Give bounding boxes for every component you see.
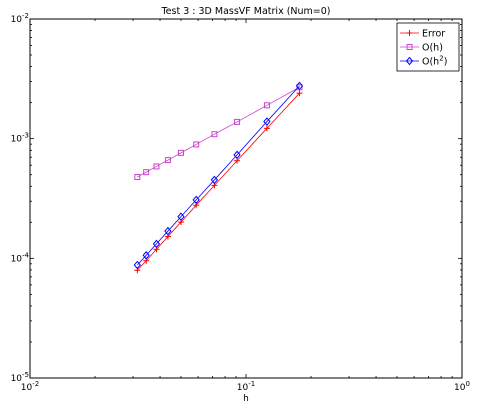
legend-item: O(h2) — [400, 55, 447, 68]
data-point — [133, 260, 141, 270]
data-point — [192, 195, 200, 205]
legend-item: O(h) — [400, 43, 443, 54]
series-line — [137, 86, 300, 178]
legend-label: Error — [422, 29, 445, 40]
data-point — [164, 157, 171, 164]
x-axis-label: h — [243, 394, 249, 404]
data-point — [233, 150, 241, 160]
data-point — [234, 118, 241, 125]
data-point — [177, 212, 185, 221]
chart-title: Test 3 : 3D MassVF Matrix (Num=0) — [160, 6, 330, 17]
y-tick-label: 10-5 — [11, 371, 29, 384]
data-point — [296, 90, 303, 97]
legend-label: O(h2) — [422, 55, 447, 68]
data-point — [193, 141, 200, 148]
data-point — [263, 125, 270, 132]
legend-item: Error — [400, 29, 445, 40]
series-line — [137, 92, 300, 271]
data-point — [295, 81, 304, 91]
legend: Error O(h)O(h2) — [396, 22, 460, 72]
x-tick-label: 10-1 — [237, 380, 255, 393]
data-point — [153, 163, 160, 170]
data-point — [177, 149, 184, 156]
series-line — [137, 85, 300, 266]
data-point — [152, 239, 161, 249]
data-point — [134, 174, 141, 181]
data-point — [143, 169, 150, 176]
legend-marker — [405, 56, 414, 66]
data-point — [210, 175, 219, 185]
series-3 — [133, 81, 304, 270]
plot-area — [29, 18, 463, 379]
data-point — [263, 117, 271, 126]
legend-marker — [406, 30, 413, 36]
x-tick-label: 10-2 — [21, 380, 39, 393]
data-point — [211, 131, 218, 138]
y-tick-label: 10-2 — [11, 12, 29, 25]
legend-label: O(h) — [422, 43, 443, 54]
x-tick-label: 100 — [454, 380, 470, 393]
legend-marker — [406, 44, 413, 50]
data-point — [164, 226, 172, 236]
data-point — [142, 251, 150, 260]
y-tick-label: 10-4 — [11, 251, 30, 264]
data-point — [263, 102, 270, 109]
y-tick-label: 10-3 — [11, 132, 29, 145]
